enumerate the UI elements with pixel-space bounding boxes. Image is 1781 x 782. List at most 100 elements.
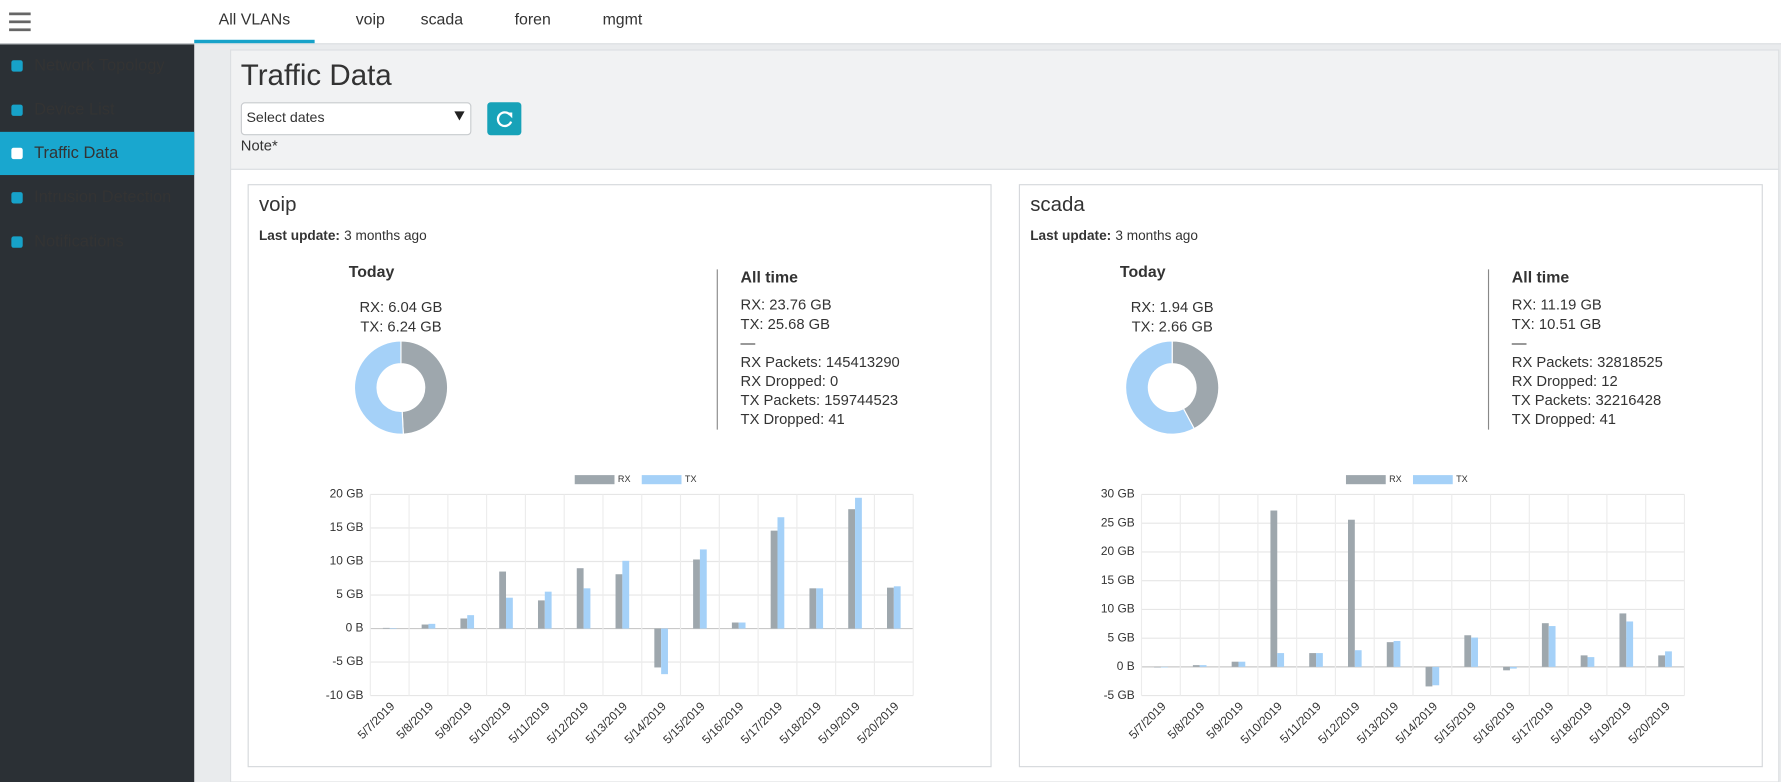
bar [615,574,623,629]
bar [1231,661,1239,667]
bar [1658,655,1666,667]
pie-slice [1171,340,1220,430]
sidebar-item[interactable]: Traffic Data [0,131,195,176]
stat: RX: 23.76 GB [741,298,832,314]
menu-bar [9,12,31,16]
bar [893,586,901,629]
stat: RX: 11.19 GB [1512,298,1602,314]
y-tick-label: -5 GB [332,654,363,668]
sidebar-item[interactable]: Network Topology [11,56,165,74]
y-tick-label: 0 B [346,621,364,635]
bar [1270,510,1278,667]
today-heading: Today [1120,264,1166,281]
bar [1316,653,1323,667]
bar [887,587,894,629]
bar [622,560,630,629]
bar [1580,655,1588,667]
tab[interactable]: scada [421,12,464,29]
sidebar-icon [11,147,23,160]
bar [699,549,707,629]
bar [421,624,429,629]
y-tick-label: 10 GB [1101,602,1135,616]
y-tick-label: 5 GB [336,587,363,601]
button-box [487,102,522,136]
stat: TX Dropped: 41 [741,412,845,428]
sidebar-item[interactable]: Intrusion Detection [11,188,171,206]
all-time-heading: All time [741,270,799,287]
stat: — [741,336,756,352]
bar [1199,665,1207,667]
sidebar-label: Network Topology [34,56,165,74]
tab[interactable]: voip [356,12,385,29]
sidebar-icon [11,236,23,248]
all-time-heading: All time [1512,270,1570,287]
legend-swatch [1412,475,1453,485]
legend-label: RX [1389,474,1402,484]
y-tick-label: 15 GB [330,520,364,534]
bar [1471,637,1478,667]
bar [1154,666,1161,668]
today-heading: Today [349,264,395,281]
legend-label: TX [1456,474,1468,484]
value-label: RX: 1.94 GB [1131,300,1214,316]
bar [1309,653,1317,667]
bar [738,622,746,629]
bar [1432,666,1440,686]
bar [1464,635,1472,667]
bar [1354,650,1362,667]
stat: TX Dropped: 41 [1512,412,1616,428]
page-title: Traffic Data [241,59,393,92]
bar [1386,642,1394,667]
y-tick-label: 30 GB [1101,487,1135,501]
legend-label: TX [685,474,697,484]
sidebar-label: Intrusion Detection [34,188,171,206]
tab[interactable]: All VLANs [219,12,291,29]
bar [1541,623,1549,667]
menu-bar [9,28,31,32]
bar [576,568,584,629]
stat: — [1512,336,1527,352]
last-update: 3 months ago [1115,228,1198,243]
bar [1348,519,1355,667]
bar [654,628,662,668]
stat: RX Packets: 32818525 [1512,355,1663,371]
bar [499,571,507,629]
sidebar-icon [11,192,23,204]
stat: TX Packets: 32216428 [1512,393,1661,409]
bar [1587,657,1595,667]
menu-button[interactable] [9,12,31,32]
bar [1425,666,1433,687]
card-title: scada [1030,193,1085,216]
active-item-background [0,131,195,176]
card [247,184,992,768]
y-tick-label: -5 GB [1104,688,1135,702]
active-tab-underline [194,39,315,44]
y-tick-label: 20 GB [330,487,364,501]
bar [855,497,862,629]
sidebar-icon [11,60,23,72]
bar [428,623,436,629]
legend-swatch [641,475,682,485]
refresh-button[interactable] [487,102,522,136]
legend-swatch [574,475,615,485]
bar [1238,661,1246,667]
sidebar-item[interactable]: Notifications [11,232,124,250]
value-label: RX: 6.04 GB [360,300,443,316]
y-tick-label: 20 GB [1101,544,1135,558]
sidebar-item[interactable]: Device List [11,101,115,119]
stat: TX Packets: 159744523 [741,393,899,409]
y-tick-label: -10 GB [326,688,364,702]
sidebar-icon [11,104,23,116]
y-tick-label: 15 GB [1101,573,1135,587]
date-select[interactable]: Select dates [240,102,472,136]
bar [1503,666,1510,671]
bar [1277,653,1285,667]
last-update-label: Last update: [259,228,340,243]
tab[interactable]: foren [515,12,551,29]
tab[interactable]: mgmt [603,12,643,29]
bar [693,559,700,629]
refresh-arrowhead [506,112,513,119]
bar [389,628,397,629]
value-label: TX: 6.24 GB [360,319,441,335]
